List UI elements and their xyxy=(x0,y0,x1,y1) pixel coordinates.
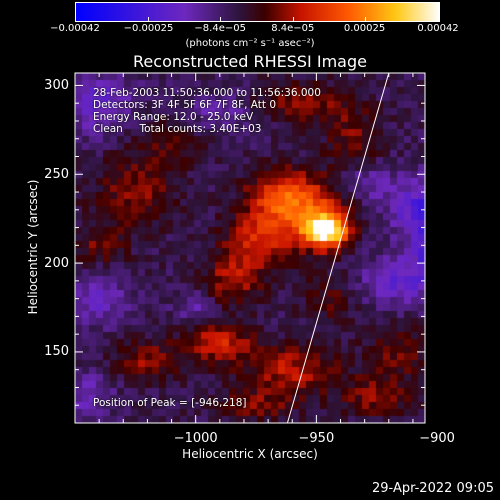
annotation-time-range: 28-Feb-2003 11:50:36.000 to 11:56:36.000 xyxy=(93,87,321,99)
colorbar-tick-mark xyxy=(75,17,76,22)
heatmap-image xyxy=(75,73,425,423)
colorbar-gradient xyxy=(75,2,440,22)
chart-title: Reconstructed RHESSI Image xyxy=(133,52,367,71)
x-axis-label: Heliocentric X (arcsec) xyxy=(182,447,318,461)
x-tick-label: −1000 xyxy=(173,431,218,446)
x-tick-label: −950 xyxy=(298,431,335,446)
y-tick-label: 150 xyxy=(44,344,69,360)
annotation-energy-range: Energy Range: 12.0 - 25.0 keV xyxy=(93,111,254,123)
colorbar-unit-label: (photons cm⁻² s⁻¹ asec⁻²) xyxy=(185,38,315,49)
colorbar-tick-label: −0.00025 xyxy=(123,23,174,34)
y-axis-ticks xyxy=(75,84,425,424)
footer-timestamp: 29-Apr-2022 09:05 xyxy=(372,481,494,496)
colorbar-border xyxy=(75,2,440,22)
colorbar-tick-mark xyxy=(148,17,150,22)
x-axis-ticks xyxy=(74,73,414,423)
colorbar-tick-label: 0.00025 xyxy=(343,23,386,34)
solar-limb-line xyxy=(286,72,390,424)
plot-frame xyxy=(74,72,426,424)
colorbar-tick-mark xyxy=(364,17,366,22)
y-tick-label: 250 xyxy=(44,166,69,182)
annotation-peak-position: Position of Peak = [-946,218] xyxy=(93,397,247,409)
colorbar-tick-mark xyxy=(220,17,222,22)
colorbar-tick-label: −0.00042 xyxy=(50,23,100,34)
colorbar-tick-mark xyxy=(438,17,439,22)
colorbar-tick-mark xyxy=(292,17,294,22)
annotation-detectors: Detectors: 3F 4F 5F 6F 7F 8F, Att 0 xyxy=(93,99,277,111)
colorbar-tick-label: 0.00042 xyxy=(417,23,459,34)
limb-line xyxy=(286,72,390,424)
colorbar xyxy=(75,2,440,22)
x-tick-label: −900 xyxy=(419,431,455,446)
colorbar-tick-label: 8.4e−05 xyxy=(271,23,315,34)
colorbar-tick-label: −8.4e−05 xyxy=(194,23,246,34)
y-tick-label: 300 xyxy=(44,77,69,93)
y-tick-label: 200 xyxy=(44,255,69,271)
annotation-clean-counts: Clean Total counts: 3.40E+03 xyxy=(93,123,262,135)
y-axis-label: Heliocentric Y (arcsec) xyxy=(26,179,40,315)
